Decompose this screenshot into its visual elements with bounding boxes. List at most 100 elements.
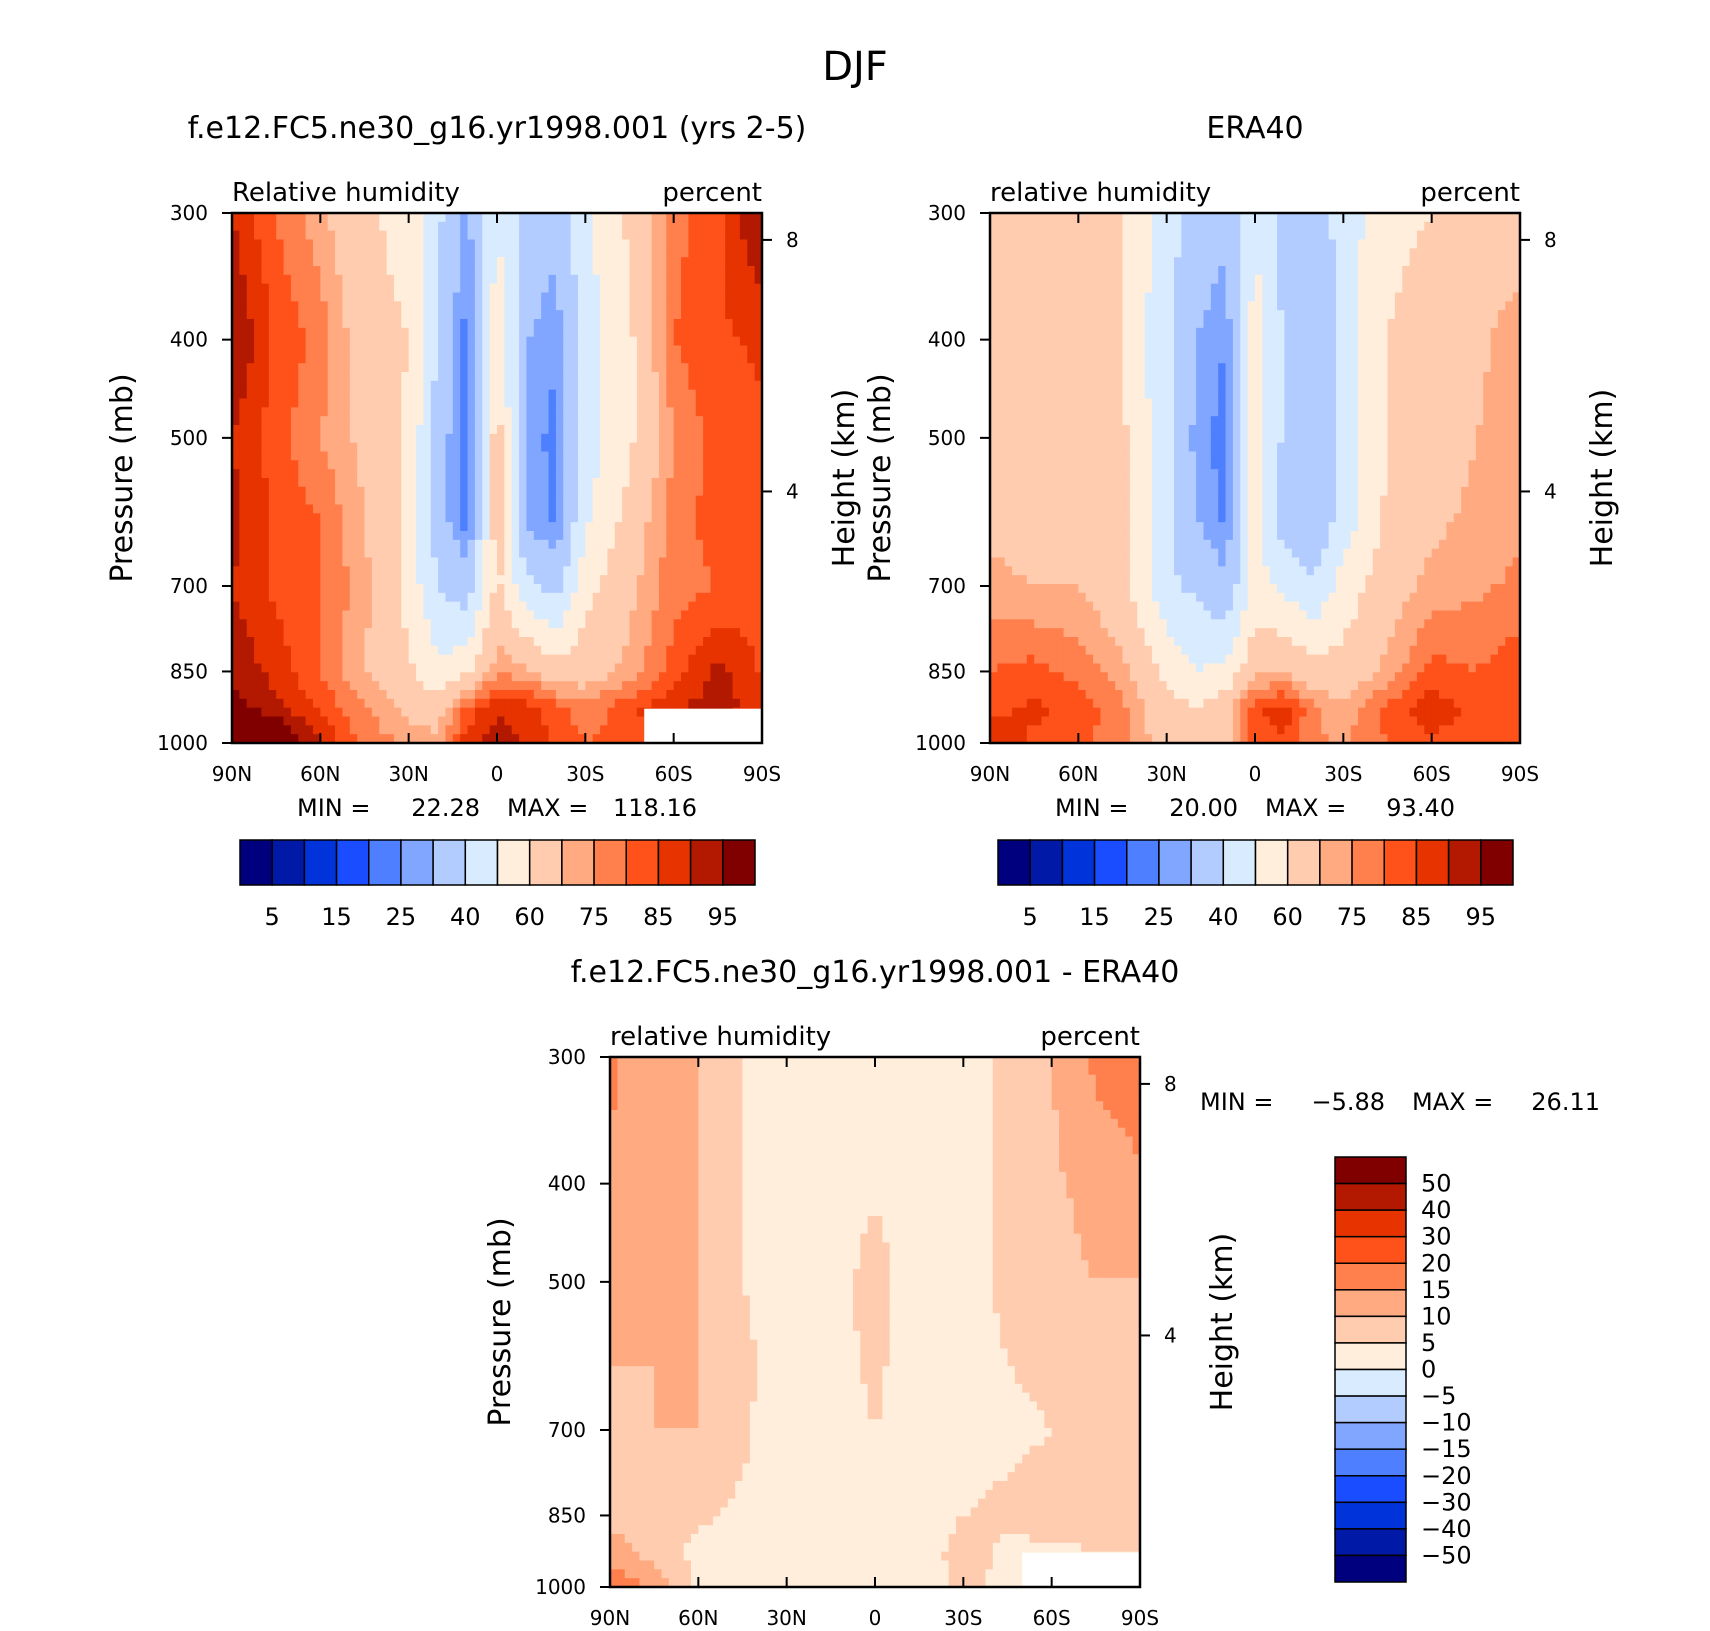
field-cell xyxy=(430,327,439,338)
field-cell xyxy=(592,469,601,479)
field-cell xyxy=(467,654,476,665)
field-cell xyxy=(614,548,623,559)
field-cell xyxy=(401,584,410,594)
field-cell xyxy=(577,257,586,267)
field-cell xyxy=(290,274,299,285)
field-cell xyxy=(747,319,756,329)
field-cell xyxy=(533,557,542,567)
field-cell xyxy=(1056,283,1065,294)
field-cell xyxy=(1313,239,1322,249)
field-cell xyxy=(335,283,344,294)
field-cell xyxy=(401,425,410,435)
field-cell xyxy=(232,672,240,682)
field-cell xyxy=(533,566,542,576)
field-cell xyxy=(401,486,410,497)
field-cell xyxy=(688,230,697,241)
field-cell xyxy=(563,628,572,638)
field-cell xyxy=(629,601,638,612)
field-cell xyxy=(298,398,307,408)
field-cell xyxy=(666,292,675,302)
field-cell xyxy=(246,389,255,400)
field-cell xyxy=(732,531,741,541)
field-cell xyxy=(636,336,645,347)
field-cell xyxy=(688,345,697,355)
field-cell xyxy=(438,327,447,338)
field-cell xyxy=(725,495,734,506)
field-cell xyxy=(725,486,734,497)
field-cell xyxy=(386,274,395,285)
field-cell xyxy=(614,283,623,294)
field-cell xyxy=(349,372,358,382)
field-cell xyxy=(747,654,756,665)
field-cell xyxy=(327,398,336,408)
field-cell xyxy=(688,274,697,285)
field-cell xyxy=(489,486,498,497)
field-cell xyxy=(423,230,432,241)
field-cell xyxy=(290,557,299,567)
field-cell xyxy=(695,380,704,391)
field-cell xyxy=(474,433,483,444)
field-cell xyxy=(688,372,697,382)
field-cell xyxy=(629,274,638,285)
field-cell xyxy=(577,734,586,744)
field-cell xyxy=(438,354,447,364)
field-cell xyxy=(695,681,704,691)
field-cell xyxy=(563,292,572,302)
field-cell xyxy=(335,469,344,479)
field-cell xyxy=(460,327,469,338)
field-cell xyxy=(357,310,366,320)
field-cell xyxy=(474,486,483,497)
field-cell xyxy=(1299,221,1308,232)
field-cell xyxy=(489,266,498,276)
field-cell xyxy=(585,372,594,382)
field-cell xyxy=(563,504,572,514)
field-cell xyxy=(430,681,439,691)
field-cell xyxy=(327,645,336,656)
field-cell xyxy=(438,230,447,241)
field-cell xyxy=(526,274,535,285)
field-cell xyxy=(533,301,542,311)
field-cell xyxy=(555,425,564,435)
field-cell xyxy=(1328,213,1337,223)
field-cell xyxy=(725,698,734,709)
field-cell xyxy=(482,301,491,311)
field-cell xyxy=(276,257,285,267)
field-cell xyxy=(607,345,616,355)
field-cell xyxy=(739,380,748,391)
field-cell xyxy=(298,557,307,567)
field-cell xyxy=(1115,257,1124,267)
field-cell xyxy=(622,416,631,426)
field-cell xyxy=(467,734,476,744)
field-cell xyxy=(577,425,586,435)
field-cell xyxy=(357,592,366,603)
field-cell xyxy=(1402,230,1411,241)
field-cell xyxy=(636,239,645,249)
field-cell xyxy=(636,469,645,479)
field-cell xyxy=(276,407,285,417)
field-cell xyxy=(1380,266,1389,276)
field-cell xyxy=(563,239,572,249)
field-cell xyxy=(401,504,410,514)
field-cell xyxy=(1019,283,1028,294)
field-cell xyxy=(371,610,380,620)
field-cell xyxy=(1262,248,1271,258)
field-cell xyxy=(519,283,528,294)
field-cell xyxy=(357,460,366,470)
field-cell xyxy=(393,725,402,735)
field-cell xyxy=(408,539,417,550)
field-cell xyxy=(232,319,240,329)
field-cell xyxy=(1409,248,1418,258)
field-cell xyxy=(1468,221,1477,232)
field-cell xyxy=(681,416,689,426)
field-cell xyxy=(600,292,609,302)
field-cell xyxy=(688,575,697,585)
field-cell xyxy=(1203,248,1212,258)
field-cell xyxy=(1203,257,1212,267)
field-cell xyxy=(577,495,586,506)
field-cell xyxy=(1041,257,1050,267)
field-cell xyxy=(393,389,402,400)
field-cell xyxy=(666,637,675,647)
field-cell xyxy=(695,407,704,417)
field-cell xyxy=(393,654,402,665)
field-cell xyxy=(651,310,660,320)
